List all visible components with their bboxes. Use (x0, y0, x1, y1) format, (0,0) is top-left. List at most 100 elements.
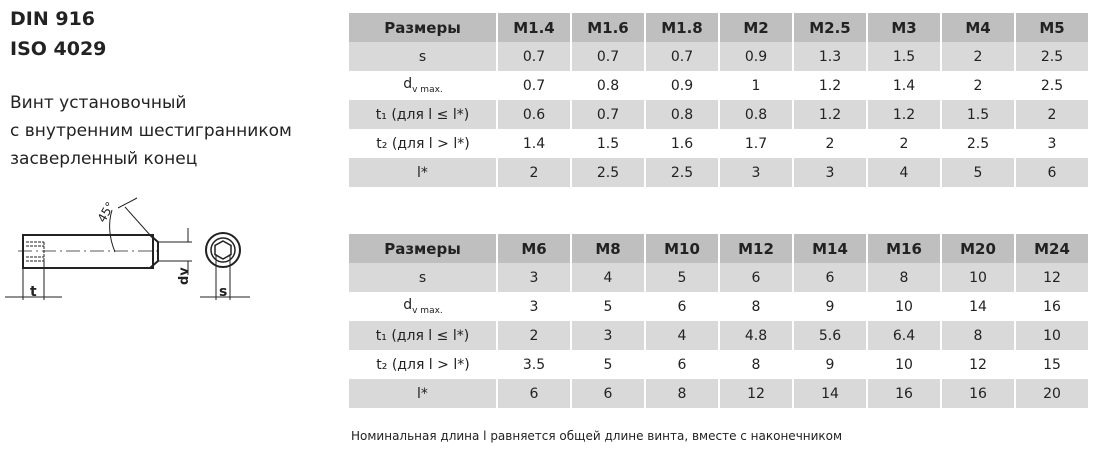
value-cell: 16 (1014, 292, 1088, 321)
value-cell: 4 (644, 321, 719, 350)
header-cell: M20 (940, 232, 1015, 263)
value-cell: 0.7 (496, 71, 571, 100)
value-cell: 0.8 (570, 71, 645, 100)
header-cell: M10 (644, 232, 719, 263)
value-cell: 1.2 (792, 100, 867, 129)
iso-number: ISO 4029 (10, 38, 107, 60)
description-line: Винт установочный (10, 93, 187, 113)
value-cell: 6 (792, 263, 867, 292)
svg-text:t: t (30, 284, 37, 300)
table-row: s 0.7 0.7 0.7 0.9 1.3 1.5 2 2.5 (349, 42, 1088, 71)
header-cell: M4 (940, 11, 1015, 42)
din-number: DIN 916 (10, 8, 96, 30)
description-line: засверленный конец (10, 149, 198, 169)
value-cell: 0.7 (570, 42, 645, 71)
value-cell: 10 (866, 292, 941, 321)
value-cell: 4 (570, 263, 645, 292)
value-cell: 15 (1014, 350, 1088, 379)
value-cell: 1.5 (570, 129, 645, 158)
value-cell: 6 (496, 379, 571, 408)
table-row: t₂ (для l > l*) 3.5 5 6 8 9 10 12 15 (348, 350, 1088, 379)
header-cell: Размеры (349, 232, 497, 263)
value-cell: 8 (866, 263, 941, 292)
value-cell: 2 (496, 321, 571, 350)
angle-label: 45° (95, 199, 118, 224)
table-row: t₂ (для l > l*) 1.4 1.5 1.6 1.7 2 2 2.5 3 (348, 129, 1088, 158)
header-cell: M16 (866, 232, 941, 263)
header-cell: M24 (1014, 232, 1088, 263)
value-cell: 4 (866, 158, 941, 187)
value-cell: 2.5 (570, 158, 645, 187)
row-label: dv max. (348, 71, 497, 100)
row-label: t₁ (для l ≤ l*) (349, 321, 497, 350)
value-cell: 6 (570, 379, 645, 408)
value-cell: 3 (570, 321, 645, 350)
header-row: Размеры M6 M8 M10 M12 M14 M16 M20 M24 (349, 232, 1088, 263)
header-cell: M2 (718, 11, 793, 42)
value-cell: 2 (940, 71, 1015, 100)
table-row: s 3 4 5 6 6 8 10 12 (349, 263, 1088, 292)
header-cell: Размеры (349, 11, 497, 42)
table-row: dv max. 0.7 0.8 0.9 1 1.2 1.4 2 2.5 (348, 71, 1088, 100)
value-cell: 20 (1014, 379, 1088, 408)
value-cell: 1.5 (866, 42, 941, 71)
value-cell: 0.7 (496, 42, 571, 71)
value-cell: 6.4 (866, 321, 941, 350)
value-cell: 12 (1014, 263, 1088, 292)
value-cell: 5 (570, 292, 645, 321)
value-cell: 1.2 (866, 100, 941, 129)
row-label: t₂ (для l > l*) (348, 129, 497, 158)
value-cell: 0.8 (718, 100, 793, 129)
header-cell: M2.5 (792, 11, 867, 42)
value-cell: 14 (792, 379, 867, 408)
value-cell: 5 (570, 350, 645, 379)
header-cell: M12 (718, 232, 793, 263)
row-label: s (349, 263, 497, 292)
value-cell: 4.8 (718, 321, 793, 350)
value-cell: 3 (718, 158, 793, 187)
value-cell: 0.9 (718, 42, 793, 71)
table-row: l* 2 2.5 2.5 3 3 4 5 6 (349, 158, 1088, 187)
header-cell: M8 (570, 232, 645, 263)
header-cell: M5 (1014, 11, 1088, 42)
table-row: dv max. 3 5 6 8 9 10 14 16 (348, 292, 1088, 321)
value-cell: 0.7 (570, 100, 645, 129)
svg-text:s: s (219, 284, 227, 300)
value-cell: 12 (718, 379, 793, 408)
table-row: t₁ (для l ≤ l*) 0.6 0.7 0.8 0.8 1.2 1.2 1.5 2 (349, 100, 1088, 129)
dimensions-table-small: Размеры M1.4 M1.6 M1.8 M2 M2.5 M3 M4 M5 s 0.7 0.7 0.… (348, 11, 1088, 187)
value-cell: 6 (644, 350, 719, 379)
value-cell: 3 (1014, 129, 1088, 158)
value-cell: 0.9 (644, 71, 719, 100)
set-screw-drawing: 45° t dv s (5, 197, 250, 300)
value-cell: 10 (940, 263, 1015, 292)
svg-text:dv: dv (177, 267, 192, 285)
value-cell: 6 (644, 292, 719, 321)
description-line: с внутренним шестигранником (10, 121, 292, 141)
product-description: Винт установочный с внутренним шестигран… (10, 89, 292, 173)
row-label: dv max. (348, 292, 497, 321)
value-cell: 2 (866, 129, 941, 158)
header-cell: M6 (496, 232, 571, 263)
value-cell: 3 (792, 158, 867, 187)
value-cell: 2.5 (1014, 42, 1088, 71)
row-label: l* (349, 158, 497, 187)
header-cell: M3 (866, 11, 941, 42)
table-row: l* 6 6 8 12 14 16 16 20 (349, 379, 1088, 408)
header-cell: M1.8 (644, 11, 719, 42)
value-cell: 2.5 (644, 158, 719, 187)
value-cell: 0.6 (496, 100, 571, 129)
value-cell: 1.2 (792, 71, 867, 100)
value-cell: 5 (940, 158, 1015, 187)
value-cell: 1.4 (496, 129, 571, 158)
value-cell: 10 (866, 350, 941, 379)
value-cell: 2 (940, 42, 1015, 71)
value-cell: 1.3 (792, 42, 867, 71)
value-cell: 8 (718, 292, 793, 321)
value-cell: 6 (1014, 158, 1088, 187)
value-cell: 0.7 (644, 42, 719, 71)
value-cell: 1.5 (940, 100, 1015, 129)
value-cell: 2 (792, 129, 867, 158)
value-cell: 2 (496, 158, 571, 187)
value-cell: 12 (940, 350, 1015, 379)
